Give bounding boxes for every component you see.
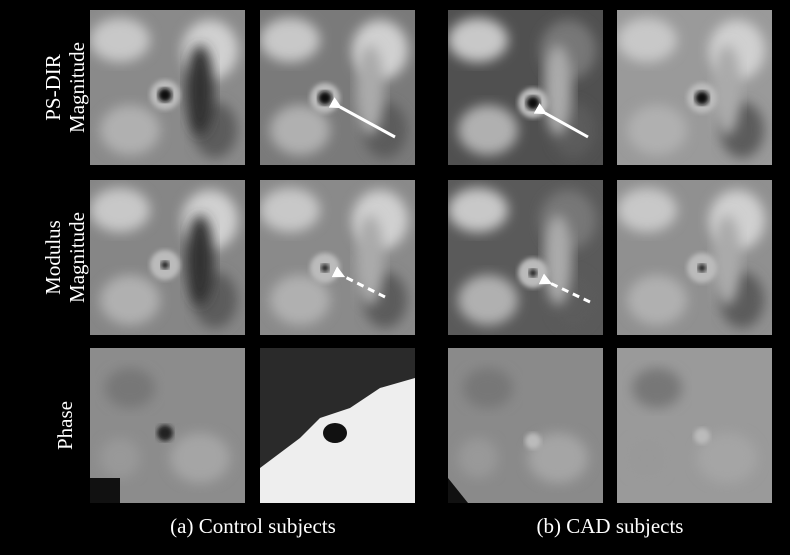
vessel-lumen: [161, 261, 169, 269]
image-panel: [90, 348, 245, 503]
texture: [463, 368, 513, 408]
texture: [627, 438, 667, 478]
image-panel: [90, 10, 245, 165]
caption: (a) Control subjects: [170, 514, 336, 538]
image-panel: [617, 180, 772, 335]
texture: [356, 45, 384, 135]
texture: [100, 105, 160, 155]
texture: [617, 18, 677, 62]
image-panel: [90, 180, 245, 335]
image-panel: [617, 348, 772, 503]
vessel-lumen: [526, 96, 540, 110]
image-base: [448, 348, 603, 503]
image-panel: [260, 10, 415, 165]
image-panel: [617, 10, 772, 165]
figure: PS-DIRMagnitudeModulusMagnitudePhase (a)…: [0, 0, 790, 555]
texture: [627, 105, 687, 155]
texture: [713, 215, 741, 305]
image-panel: [260, 348, 415, 503]
vessel-lumen: [698, 264, 706, 272]
vessel-lumen: [695, 91, 709, 105]
vessel-lumen: [318, 91, 332, 105]
image-base: [617, 348, 772, 503]
image-panel: [448, 10, 603, 165]
image-panel: [448, 348, 603, 503]
texture: [90, 18, 150, 62]
texture: [270, 105, 330, 155]
row-label: Magnitude: [65, 42, 89, 133]
texture: [260, 18, 320, 62]
vessel: [525, 433, 541, 449]
caption: (b) CAD subjects: [537, 514, 684, 538]
texture: [186, 45, 214, 135]
vessel-lumen: [158, 88, 172, 102]
texture: [458, 275, 518, 325]
texture: [458, 438, 498, 478]
texture: [448, 18, 508, 62]
row-label: Magnitude: [65, 212, 89, 303]
texture: [270, 275, 330, 325]
row-label: PS-DIR: [41, 54, 65, 121]
image-panel: [260, 180, 415, 335]
texture: [100, 275, 160, 325]
vessel: [157, 425, 173, 441]
texture: [170, 433, 230, 483]
texture: [260, 188, 320, 232]
image-panel: [448, 180, 603, 335]
texture: [632, 368, 682, 408]
texture: [617, 188, 677, 232]
texture: [100, 438, 140, 478]
row-label: Modulus: [41, 220, 65, 295]
texture: [448, 188, 508, 232]
texture: [627, 275, 687, 325]
dark-corner: [90, 478, 120, 503]
vessel: [694, 428, 710, 444]
row-label: Phase: [53, 401, 77, 450]
vessel-lumen: [321, 264, 329, 272]
texture: [458, 105, 518, 155]
texture: [713, 45, 741, 135]
blob: [323, 423, 347, 443]
texture: [356, 215, 384, 305]
texture: [105, 368, 155, 408]
vessel-lumen: [529, 269, 537, 277]
texture: [186, 215, 214, 305]
page: {"rows": [{"label_lines": ["PS-DIR", "Ma…: [0, 0, 790, 555]
texture: [90, 188, 150, 232]
